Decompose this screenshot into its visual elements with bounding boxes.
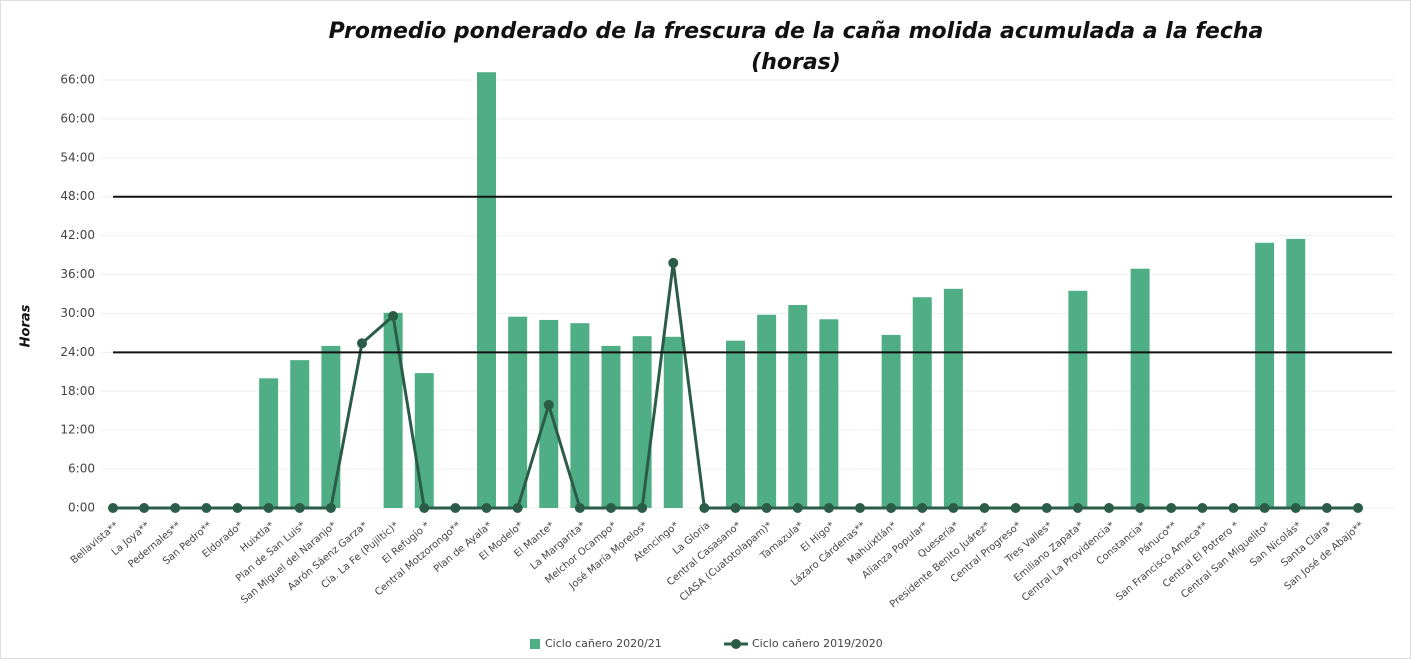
bar [663,336,683,508]
line-point [1290,503,1301,513]
line-point [450,503,461,513]
line-point [606,503,616,513]
legend-label: Ciclo cañero 2020/21 [545,637,662,650]
y-tick-label: 18:00 [60,384,95,398]
bar [726,340,745,508]
line-point [1135,503,1146,513]
y-tick-label: 0:00 [68,501,95,515]
bar [757,314,777,508]
chart-title: Promedio ponderado de la frescura de la … [329,19,1264,44]
line-point [357,338,367,349]
line-point [512,503,523,513]
line-point [699,503,710,513]
y-tick-label: 6:00 [68,462,95,476]
line-point [855,503,865,513]
bar [1255,242,1275,508]
line-point [170,503,181,513]
line-point [325,503,336,513]
bar [943,288,963,508]
line-point [232,503,243,513]
line-point [294,503,305,513]
bar [508,316,528,508]
bar [788,305,808,508]
line-point [886,503,897,513]
line-point [823,503,834,513]
y-tick-label: 12:00 [60,423,95,437]
bar [1068,290,1088,508]
line-point [201,503,212,513]
line-point [1259,503,1270,513]
bar [570,323,590,508]
line-point [761,503,772,513]
y-tick-label: 54:00 [60,150,95,164]
line-point [917,503,928,513]
bar [477,72,496,508]
line-point [543,399,554,410]
legend-label: Ciclo cañero 2019/2020 [752,637,883,650]
line-point [388,311,399,322]
y-tick-label: 30:00 [60,306,95,320]
line-point [1010,503,1021,513]
line-point [948,503,959,513]
line-point [730,503,741,513]
bar [1286,238,1306,508]
bar [819,319,839,508]
line-point [1072,503,1083,513]
chart-subtitle: (horas) [751,50,841,75]
line-point [1166,503,1177,513]
line-point [979,503,990,513]
y-tick-label: 66:00 [60,73,95,87]
bar [290,360,310,508]
bar [632,336,652,508]
legend-swatch [731,639,741,649]
bar [1130,268,1150,508]
y-tick-label: 60:00 [60,111,95,125]
line-point [1228,503,1239,513]
line-point [668,257,679,268]
line-point [1041,503,1052,513]
bar [539,319,559,508]
line-point [108,503,118,513]
y-axis-label: Horas [19,304,34,347]
line-point [419,503,430,513]
bar [881,334,901,508]
y-tick-label: 36:00 [60,267,95,281]
bar [259,378,279,508]
y-tick-label: 24:00 [60,345,95,359]
line-point [1321,503,1332,513]
line-point [574,503,585,513]
line-point [792,503,803,513]
bar [912,297,932,508]
line-point [481,503,492,513]
legend-swatch [530,639,540,649]
y-tick-label: 48:00 [60,189,95,203]
line-point [1353,503,1363,513]
line-point [637,503,648,513]
line-point [263,503,274,513]
bar [414,373,434,508]
line-point [1197,503,1208,513]
line-point [1104,503,1114,513]
y-tick-label: 42:00 [60,228,95,242]
bar [321,345,341,508]
bar [383,312,403,508]
line-point [139,503,150,513]
bar [601,345,621,508]
